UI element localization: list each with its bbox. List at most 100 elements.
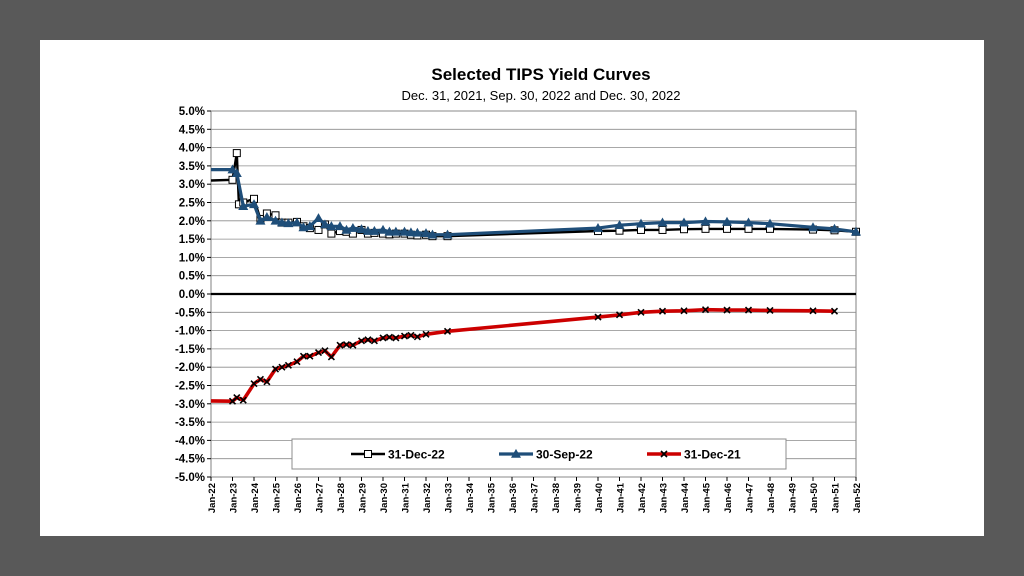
data-point: [248, 199, 260, 209]
x-tick-label: Jan-35: [487, 482, 498, 513]
data-point: [829, 223, 840, 233]
y-tick-label: -4.0%: [175, 435, 205, 447]
y-tick-label: 4.0%: [179, 143, 205, 155]
data-point: [660, 450, 668, 458]
data-point: [658, 225, 667, 234]
data-point: [304, 221, 315, 231]
data-point: [384, 226, 395, 236]
data-point: [313, 213, 324, 223]
data-point: [637, 308, 645, 316]
x-tick-label: Jan-30: [379, 483, 390, 513]
chart: Selected TIPS Yield Curves Dec. 31, 2021…: [175, 65, 863, 513]
x-tick-label: Jan-26: [293, 483, 304, 513]
data-point: [336, 341, 344, 349]
data-point: [615, 311, 624, 319]
x-tick-label: Jan-25: [272, 482, 283, 513]
data-point: [723, 306, 731, 314]
data-point: [442, 229, 453, 239]
data-point: [306, 352, 314, 360]
data-point: [250, 380, 258, 388]
data-point: [291, 217, 303, 227]
data-point: [334, 221, 346, 231]
data-point: [256, 375, 265, 383]
y-tick-label: 3.0%: [179, 179, 205, 191]
data-point: [592, 223, 604, 232]
data-point: [680, 307, 688, 315]
x-tick-label: Jan-50: [809, 483, 820, 513]
data-point: [427, 229, 438, 239]
data-point: [364, 450, 372, 458]
data-point: [356, 224, 367, 234]
data-point: [658, 307, 667, 315]
x-tick-label: Jan-27: [315, 483, 326, 513]
data-point: [227, 164, 238, 174]
data-point: [327, 229, 336, 238]
data-point: [283, 218, 294, 228]
legend-label: 30-Sep-22: [536, 448, 593, 462]
data-point: [721, 216, 733, 226]
data-point: [319, 219, 330, 229]
x-tick-label: Jan-31: [401, 482, 412, 513]
y-tick-label: 0.0%: [179, 289, 205, 301]
y-axis-ticks: 5.0% 4.5% 4.0% 3.5% 3.0% 2.5% 2.0% 1.5% 1.0% 0.5%…: [175, 106, 211, 484]
x-tick-label: Jan-29: [358, 483, 369, 513]
data-point: [392, 334, 400, 342]
data-point: [357, 337, 366, 345]
data-point: [228, 175, 237, 184]
y-tick-label: -1.5%: [175, 344, 205, 356]
data-point: [809, 307, 817, 315]
chart-panel: Selected TIPS Yield Curves Dec. 31, 2021…: [40, 40, 984, 536]
y-tick-label: -3.5%: [175, 417, 205, 429]
legend-item: 31-Dec-21: [647, 448, 741, 462]
data-point: [299, 352, 308, 360]
data-point: [271, 365, 280, 373]
legend-label: 31-Dec-21: [684, 448, 741, 462]
legend-label: 31-Dec-22: [388, 448, 445, 462]
legend-item: 30-Sep-22: [499, 448, 593, 462]
data-point: [510, 448, 522, 458]
data-point: [239, 396, 247, 404]
x-tick-label: Jan-48: [766, 483, 777, 513]
y-tick-label: -0.5%: [175, 307, 205, 319]
y-tick-label: 2.5%: [179, 198, 205, 210]
y-tick-label: -3.0%: [175, 399, 205, 411]
data-point: [807, 222, 819, 232]
data-point: [284, 361, 292, 369]
data-point: [412, 227, 423, 237]
data-point: [233, 394, 241, 402]
data-point: [364, 336, 372, 344]
x-tick-label: Jan-46: [723, 483, 734, 513]
data-point: [850, 226, 862, 236]
x-tick-label: Jan-22: [207, 483, 218, 513]
data-point: [342, 340, 351, 349]
data-point: [293, 358, 301, 366]
x-tick-label: Jan-28: [336, 483, 347, 513]
legend: 31-Dec-22 30-Sep-22 31-Dec-21: [291, 438, 787, 470]
data-point: [399, 226, 410, 236]
data-point: [276, 217, 287, 227]
data-point: [231, 168, 242, 178]
x-tick-label: Jan-34: [465, 482, 476, 513]
data-point: [657, 217, 668, 227]
y-tick-label: 1.0%: [179, 252, 205, 264]
x-tick-label: Jan-37: [530, 483, 541, 513]
x-tick-label: Jan-43: [659, 483, 670, 513]
data-point: [420, 228, 432, 238]
data-point: [743, 217, 754, 227]
x-tick-label: Jan-41: [616, 482, 627, 513]
y-tick-label: -5.0%: [175, 472, 205, 484]
data-point: [314, 348, 323, 357]
data-point: [369, 225, 380, 235]
y-tick-label: 3.5%: [179, 161, 205, 173]
series-30-Sep-22: [211, 164, 862, 239]
data-point: [379, 334, 387, 342]
data-point: [413, 333, 421, 341]
x-tick-label: Jan-32: [422, 483, 433, 513]
data-point: [766, 306, 774, 315]
data-point: [400, 332, 409, 340]
x-axis-ticks: Jan-22 Jan-23 Jan-24 Jan-25 Jan-26 Jan-27 Jan-…: [207, 477, 863, 513]
x-tick-label: Jan-51: [831, 482, 842, 513]
data-point: [744, 306, 753, 314]
x-tick-label: Jan-38: [551, 483, 562, 513]
data-point: [594, 313, 602, 321]
